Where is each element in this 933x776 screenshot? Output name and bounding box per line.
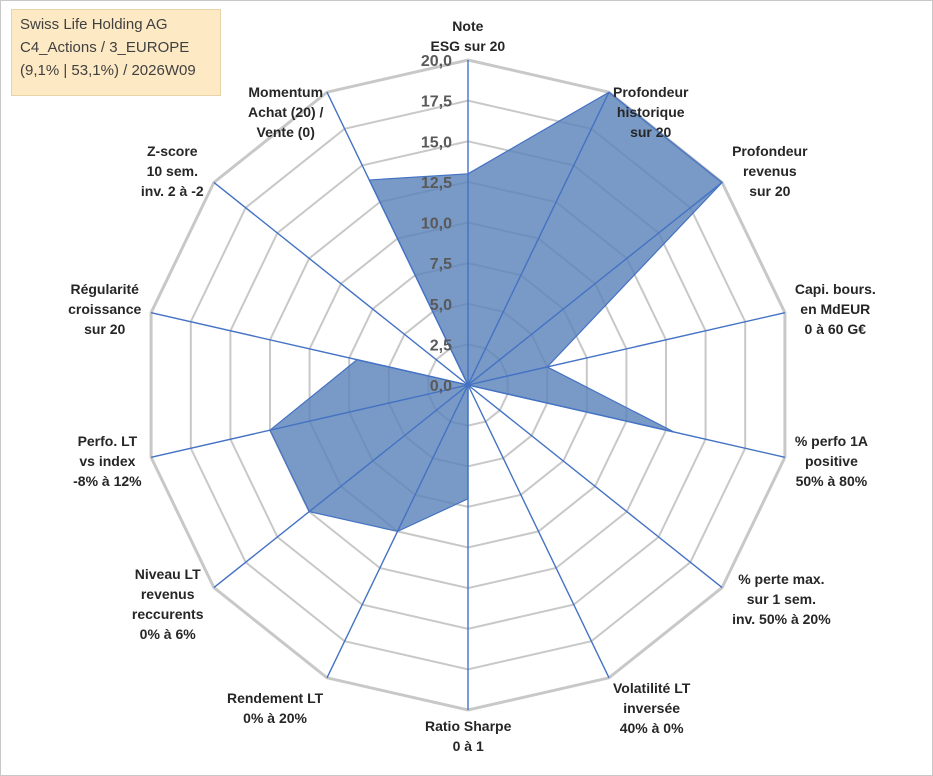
axis-label-line: Perfo. LT: [77, 433, 138, 450]
axis-label-line: 0% à 20%: [243, 709, 307, 726]
axis-label-line: vs index: [79, 453, 136, 470]
axis-label-line: Volatilité LT: [613, 679, 691, 696]
axis-label-line: revenus: [140, 586, 195, 603]
axis-label: % perfo 1A positive 50% à 80%: [795, 431, 868, 491]
axis-label-line: Profondeur: [732, 143, 808, 160]
axis-label-line: Ratio Sharpe: [425, 718, 512, 734]
axis-label-line: Niveau LT: [134, 566, 201, 583]
axis-label-line: 0 à 60 G€: [804, 320, 867, 337]
axis-label: Momentum Achat (20) / Vente (0): [248, 82, 323, 142]
axis-label-line: 50% à 80%: [795, 473, 868, 490]
data-series-area: [269, 91, 723, 533]
tick-label: 0,0: [430, 378, 452, 395]
axis-label: Niveau LT revenus reccurents 0% à 6%: [132, 564, 204, 644]
axis-spoke: [467, 384, 786, 458]
tick-label: 20,0: [421, 53, 452, 70]
axis-label-line: sur 1 sem.: [746, 590, 817, 607]
axis-label: Volatilité LT inversée 40% à 0%: [613, 678, 690, 738]
axis-label: Note ESG sur 20: [431, 16, 506, 56]
axis-label-line: 0 à 1: [452, 738, 484, 754]
axis-spoke: [467, 181, 723, 386]
axis-label-line: Z-score: [146, 143, 198, 160]
axis-spoke: [467, 384, 723, 589]
tick-label: 12,5: [421, 175, 452, 192]
axis-label-line: 10 sem.: [146, 163, 198, 180]
axis-label-line: Profondeur: [613, 84, 689, 101]
title-line-2: C4_Actions / 3_EUROPE: [20, 39, 190, 56]
axis-label-line: sur 20: [84, 320, 126, 337]
axis-spoke: [467, 91, 610, 386]
axis-label-line: reccurents: [131, 606, 204, 623]
axis-label-line: inv. 2 à -2: [140, 183, 204, 200]
axis-label-line: 40% à 0%: [619, 719, 684, 736]
axis-label-line: -8% à 12%: [73, 473, 142, 490]
axis-label-line: ESG sur 20: [430, 38, 506, 54]
title-line-1: Swiss Life Holding AG: [20, 16, 168, 33]
axis-label-line: % perfo 1A: [794, 433, 868, 450]
axis-label: Z-score 10 sem. inv. 2 à -2: [141, 141, 204, 201]
axis-label-line: croissance: [68, 300, 142, 317]
axis-label: % perte max. sur 1 sem. inv. 50% à 20%: [732, 569, 831, 629]
axis-label-line: historique: [616, 104, 685, 121]
title-line-3: (9,1% | 53,1%) / 2026W09: [20, 62, 196, 79]
tick-label: 15,0: [421, 134, 452, 151]
axis-label: Capi. bours. en MdEUR 0 à 60 G€: [795, 279, 876, 339]
tick-label: 7,5: [430, 256, 452, 273]
axis-label-line: Note: [452, 18, 484, 34]
axis-label-line: sur 20: [749, 183, 791, 200]
axis-label-line: Capi. bours.: [794, 280, 876, 297]
axis-spoke: [213, 181, 469, 386]
tick-label: 5,0: [430, 297, 452, 314]
axis-label-line: 0% à 6%: [139, 626, 196, 643]
axis-label: Régularité croissance sur 20: [68, 279, 141, 339]
tick-label: 17,5: [421, 94, 452, 111]
axis-spoke: [150, 384, 469, 458]
axis-label-line: inversée: [623, 699, 681, 716]
tick-label: 10,0: [421, 216, 452, 233]
chart-title-box: Swiss Life Holding AG C4_Actions / 3_EUR…: [11, 9, 221, 96]
axis-label-line: Vente (0): [256, 124, 315, 141]
axis-label: Ratio Sharpe 0 à 1: [425, 716, 511, 756]
axis-label-line: en MdEUR: [800, 300, 871, 317]
axis-label-line: Régularité: [70, 280, 139, 297]
axis-spoke: [467, 384, 610, 679]
axis-spoke: [467, 312, 786, 386]
axis-label-line: inv. 50% à 20%: [732, 610, 831, 627]
axis-spoke: [213, 384, 469, 589]
axis-label-line: revenus: [742, 163, 797, 180]
axis-label-line: Momentum: [248, 84, 324, 101]
axis-spoke: [150, 312, 469, 386]
axis-label: Rendement LT 0% à 20%: [227, 688, 323, 728]
axis-label-line: positive: [804, 453, 858, 470]
tick-label: 2,5: [430, 337, 452, 354]
axis-label-line: Rendement LT: [226, 689, 324, 706]
axis-spoke: [326, 91, 469, 386]
axis-spoke: [326, 384, 469, 679]
axis-label-line: sur 20: [630, 124, 672, 141]
axis-label: Perfo. LT vs index -8% à 12%: [73, 431, 141, 491]
axis-label: Profondeur revenus sur 20: [732, 141, 807, 201]
axis-label-line: % perte max.: [738, 570, 825, 587]
axis-label: Profondeur historique sur 20: [613, 82, 688, 142]
axis-label-line: Achat (20) /: [247, 104, 324, 121]
